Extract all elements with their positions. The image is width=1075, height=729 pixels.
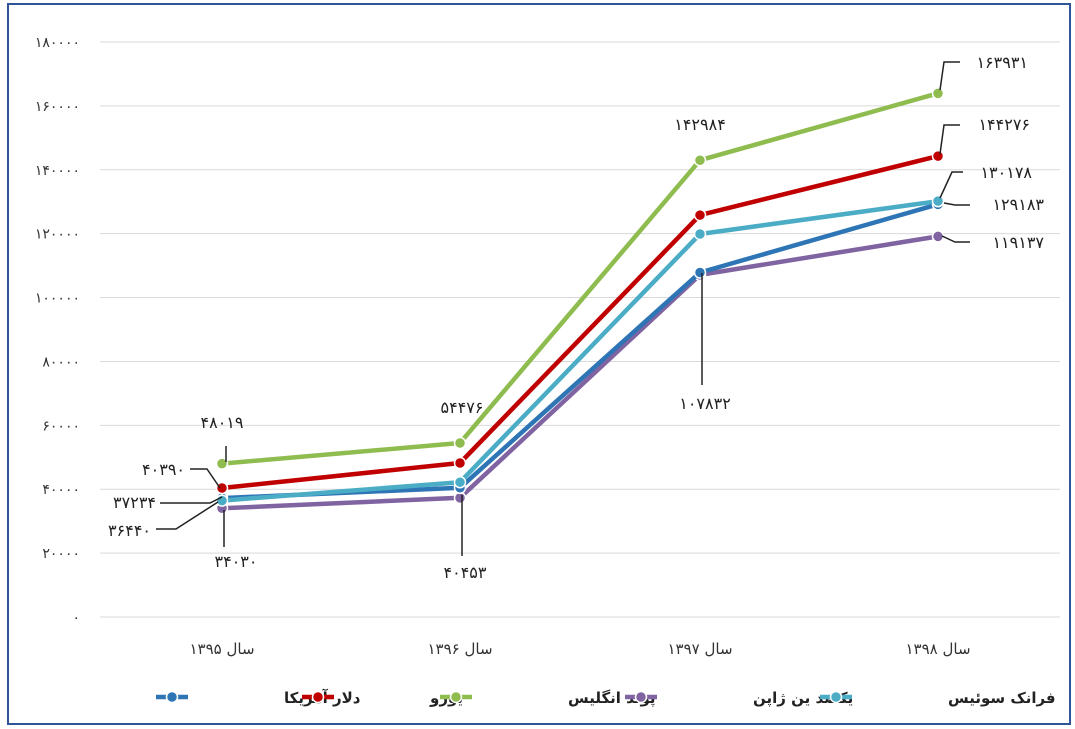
data-label: ۱۴۲۹۸۴ (674, 115, 726, 134)
x-tick-label: سال ۱۳۹۷ (667, 640, 732, 658)
legend-swatch-marker (167, 692, 178, 703)
data-point (933, 196, 944, 207)
data-label: ۳۴۰۳۰ (215, 552, 258, 571)
y-tick-label: ۱۸۰۰۰۰ (35, 35, 80, 51)
data-point (455, 458, 466, 469)
data-point (933, 151, 944, 162)
data-label: ۱۲۹۱۸۳ (992, 195, 1044, 214)
y-tick-label: ۶۰۰۰۰ (42, 418, 80, 434)
legend-swatch-marker (313, 692, 324, 703)
series-line (222, 156, 938, 488)
y-tick-label: ۱۶۰۰۰۰ (35, 99, 80, 115)
data-label: ۱۱۹۱۳۷ (992, 233, 1044, 252)
data-point (933, 88, 944, 99)
data-label: ۳۶۴۴۰ (108, 521, 151, 540)
leader-line (940, 62, 960, 90)
x-tick-label: سال ۱۳۹۸ (905, 640, 970, 658)
y-tick-label: ۸۰۰۰۰ (42, 354, 80, 370)
y-tick-label: ۴۰۰۰۰ (42, 482, 80, 498)
data-label: ۳۷۲۳۴ (113, 493, 156, 512)
data-label: ۴۰۴۵۳ (444, 563, 487, 582)
legend-swatch-marker (636, 692, 647, 703)
leader-line (160, 497, 222, 503)
leader-line (942, 236, 970, 242)
data-label: ۱۴۴۲۷۶ (978, 115, 1030, 134)
leader-line (940, 125, 960, 154)
data-point (455, 477, 466, 488)
data-label: ۱۳۰۱۷۸ (980, 163, 1032, 182)
data-label: ۱۶۳۹۳۱ (976, 53, 1028, 72)
y-tick-label: ۲۰۰۰۰ (42, 546, 80, 562)
data-label: ۵۴۴۷۶ (441, 398, 484, 417)
legend-label: فرانک سوئیس (948, 689, 1056, 707)
data-label: ۱۰۷۸۳۲ (679, 394, 731, 413)
leader-line (190, 469, 220, 488)
data-point (695, 155, 706, 166)
data-point (217, 495, 228, 506)
data-point (455, 437, 466, 448)
data-point (695, 267, 706, 278)
legend-swatch-marker (831, 692, 842, 703)
y-tick-label: ۱۰۰۰۰۰ (35, 291, 80, 307)
series-line (222, 236, 938, 508)
data-point (695, 210, 706, 221)
y-tick-label: ۱۴۰۰۰۰ (35, 163, 80, 179)
leader-line (940, 172, 963, 198)
leader-line (156, 502, 218, 529)
y-tick-label: ۱۲۰۰۰۰ (35, 227, 80, 243)
y-tick-label: ۰ (72, 610, 80, 626)
leader-line (944, 203, 970, 205)
data-label: ۴۸۰۱۹ (201, 413, 244, 432)
data-label: ۴۰۳۹۰ (142, 460, 185, 479)
data-point (695, 228, 706, 239)
series-line (222, 93, 938, 463)
legend-swatch-marker (451, 692, 462, 703)
x-tick-label: سال ۱۳۹۵ (189, 640, 254, 658)
x-tick-label: سال ۱۳۹۶ (427, 640, 492, 658)
